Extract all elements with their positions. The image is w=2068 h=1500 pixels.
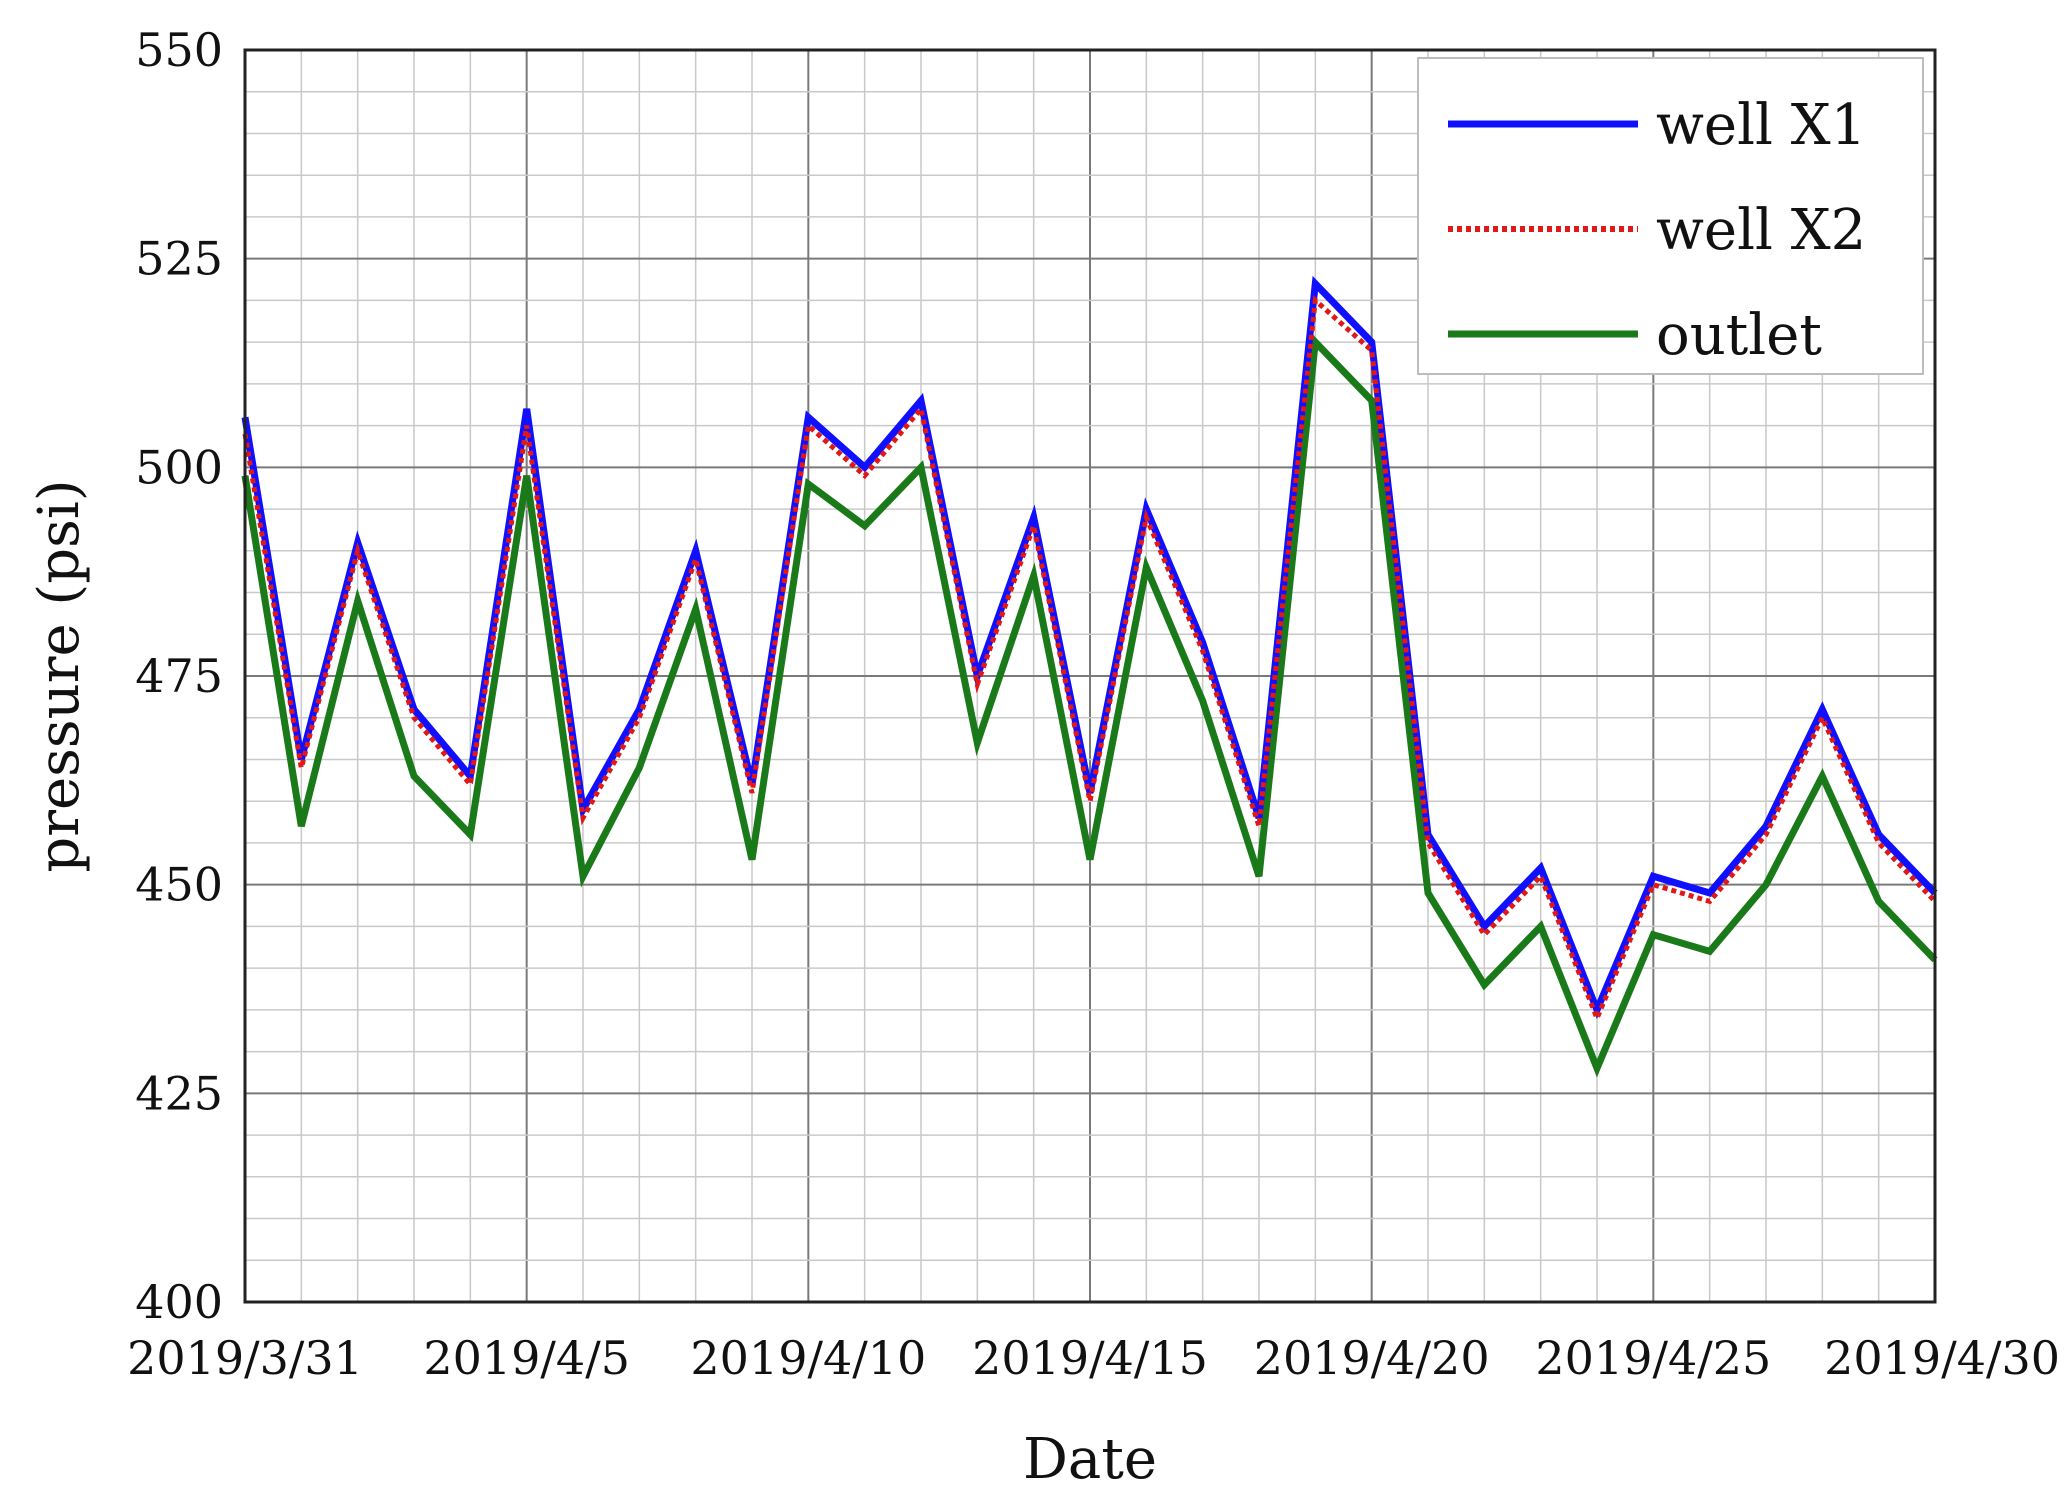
x-tick-label: 2019/4/25	[1535, 1331, 1771, 1385]
x-tick-label: 2019/4/5	[423, 1331, 630, 1385]
legend-entry-label: well X2	[1656, 198, 1866, 263]
legend-entry-label: outlet	[1656, 303, 1822, 368]
x-tick-label: 2019/4/30	[1824, 1331, 2060, 1385]
y-tick-labels: 400 425 450 475 500 525 550	[135, 23, 223, 1329]
x-axis-title: Date	[1023, 1427, 1157, 1492]
x-tick-labels: 2019/3/31 2019/4/5 2019/4/10 2019/4/15 2019/…	[127, 1331, 2060, 1385]
legend-entry-label: well X1	[1656, 93, 1866, 158]
y-axis-title: pressure (psi)	[27, 479, 92, 872]
y-tick-label: 475	[135, 649, 223, 703]
legend-box	[1417, 57, 1924, 375]
plot-frame	[243, 48, 1937, 1304]
y-tick-label: 550	[135, 23, 223, 77]
y-tick-label: 400	[135, 1275, 223, 1329]
legend: well X1 well X2 outlet	[1417, 57, 1924, 375]
y-tick-label: 425	[135, 1066, 223, 1120]
grid	[244, 49, 1936, 1303]
series-layer	[241, 275, 1938, 1078]
x-tick-label: 2019/4/10	[690, 1331, 926, 1385]
x-tick-label: 2019/3/31	[127, 1331, 363, 1385]
x-tick-label: 2019/4/20	[1254, 1331, 1490, 1385]
y-tick-label: 525	[135, 232, 223, 286]
series-line-well-x2	[242, 295, 1937, 1025]
y-tick-label: 500	[135, 440, 223, 494]
series-line-outlet	[241, 334, 1938, 1078]
y-tick-label: 450	[135, 858, 223, 912]
x-tick-label: 2019/4/15	[972, 1331, 1208, 1385]
